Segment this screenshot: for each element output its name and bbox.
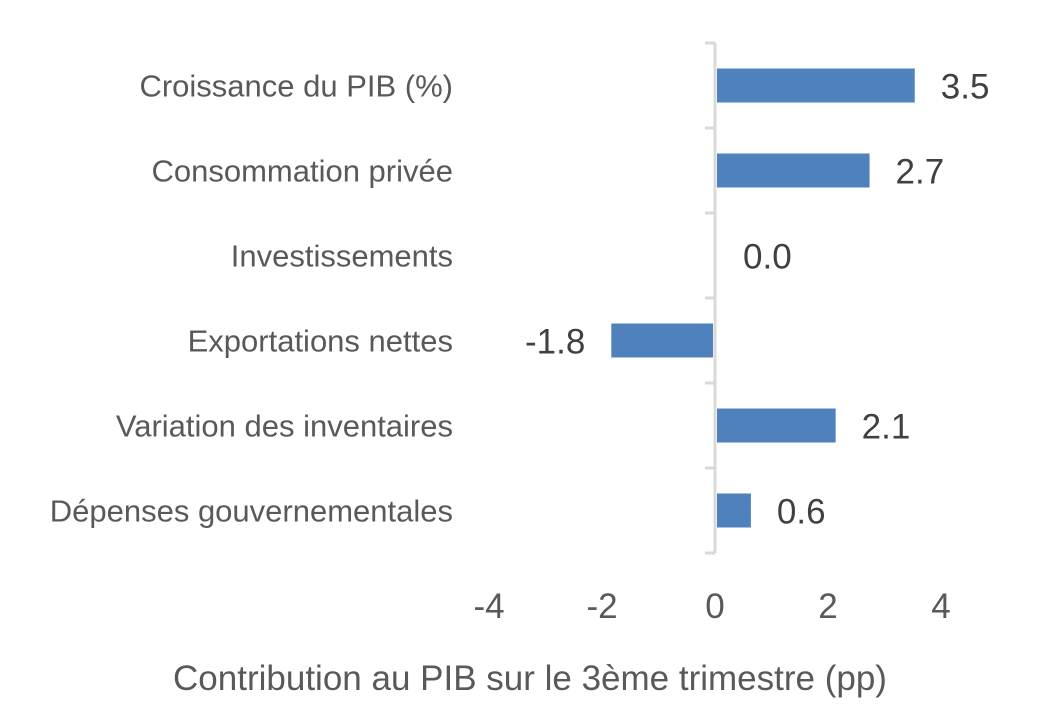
category-label: Investissements xyxy=(231,239,453,274)
bars-group xyxy=(611,68,915,528)
bar xyxy=(717,493,751,528)
category-label: Exportations nettes xyxy=(188,324,453,359)
x-tick-label: -2 xyxy=(586,587,617,626)
category-label: Consommation privée xyxy=(151,154,453,189)
x-tick-labels: -4 -2 0 2 4 xyxy=(473,587,950,626)
value-label: -1.8 xyxy=(525,323,585,362)
bar xyxy=(717,153,870,188)
value-label: 2.7 xyxy=(896,153,945,192)
category-label: Dépenses gouvernementales xyxy=(50,494,453,529)
value-labels: 3.5 2.7 0.0 -1.8 2.1 0.6 xyxy=(525,68,989,532)
bar xyxy=(717,68,915,103)
value-label: 3.5 xyxy=(941,68,990,107)
category-labels: Croissance du PIB (%) Consommation privée… xyxy=(50,69,453,529)
x-tick-label: 0 xyxy=(705,587,724,626)
bar xyxy=(717,408,836,443)
x-axis-title: Contribution au PIB sur le 3ème trimestr… xyxy=(173,659,887,698)
category-label: Variation des inventaires xyxy=(116,409,453,444)
x-tick-label: -4 xyxy=(473,587,504,626)
category-label: Croissance du PIB (%) xyxy=(139,69,453,104)
category-axis xyxy=(705,41,717,555)
value-label: 0.0 xyxy=(743,238,792,277)
x-tick-label: 4 xyxy=(931,587,950,626)
value-label: 0.6 xyxy=(777,493,826,532)
x-tick-label: 2 xyxy=(818,587,837,626)
bar xyxy=(611,323,713,358)
value-label: 2.1 xyxy=(862,408,911,447)
